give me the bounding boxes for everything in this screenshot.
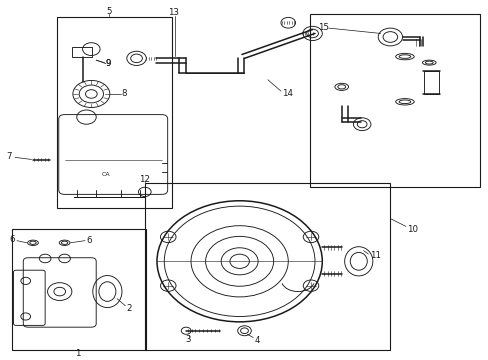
Text: CA: CA bbox=[102, 172, 110, 176]
Text: 11: 11 bbox=[369, 252, 380, 261]
Text: 15: 15 bbox=[318, 23, 329, 32]
Text: 1: 1 bbox=[75, 349, 81, 358]
Bar bbox=[12, 229, 145, 350]
Bar bbox=[57, 17, 171, 208]
Bar bbox=[144, 183, 389, 350]
Text: 9: 9 bbox=[106, 59, 111, 68]
Text: 13: 13 bbox=[168, 8, 179, 17]
Text: 5: 5 bbox=[106, 7, 112, 16]
Bar bbox=[424, 71, 438, 94]
Text: 2: 2 bbox=[126, 304, 132, 313]
Text: 7: 7 bbox=[6, 152, 12, 161]
Text: 6: 6 bbox=[9, 235, 15, 244]
Text: 4: 4 bbox=[254, 336, 259, 345]
Text: 12: 12 bbox=[139, 175, 150, 184]
Text: 9: 9 bbox=[106, 59, 111, 68]
Text: 14: 14 bbox=[282, 90, 293, 99]
Bar bbox=[72, 46, 92, 57]
Text: 6: 6 bbox=[86, 236, 92, 245]
Bar bbox=[309, 14, 479, 186]
Text: 3: 3 bbox=[185, 335, 191, 344]
Text: 8: 8 bbox=[121, 90, 127, 99]
Text: 10: 10 bbox=[407, 225, 418, 234]
